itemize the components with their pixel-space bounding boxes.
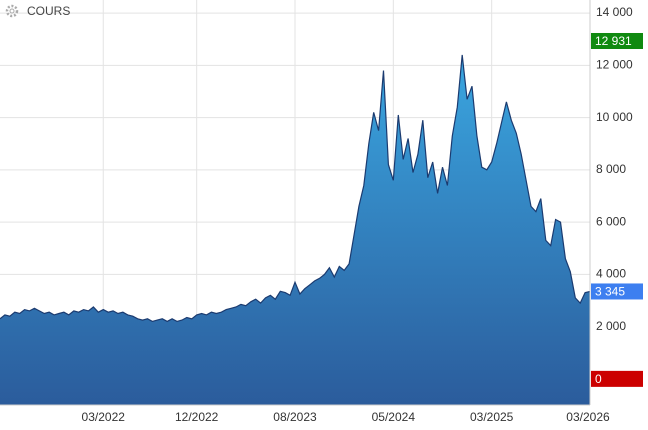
price-badge-label: 12 931: [595, 34, 632, 48]
area: [0, 54, 590, 406]
x-tick-label: 03/2022: [82, 410, 126, 424]
x-tick-label: 05/2024: [372, 410, 416, 424]
price-badge-label: 3 345: [595, 285, 625, 299]
x-tick-label: 03/2026: [566, 410, 610, 424]
y-tick-label: 4 000: [596, 267, 626, 281]
price-badge: [591, 32, 643, 49]
y-tick-label: 10 000: [596, 110, 633, 124]
x-tick-label: 03/2025: [470, 410, 514, 424]
chart-title: COURS: [27, 4, 70, 18]
y-tick-label: 8 000: [596, 162, 626, 176]
x-tick-label: 12/2022: [175, 410, 219, 424]
price-badge: [591, 370, 643, 387]
price-badge-label: 0: [595, 372, 602, 386]
y-tick-label: 6 000: [596, 214, 626, 228]
y-tick-label: 12 000: [596, 57, 633, 71]
x-tick-label: 08/2023: [273, 410, 317, 424]
price-badge: [591, 283, 643, 300]
settings-icon[interactable]: [5, 4, 19, 18]
y-tick-label: 2 000: [596, 319, 626, 333]
price-line: [0, 54, 591, 323]
y-tick-label: 14 000: [596, 5, 633, 19]
